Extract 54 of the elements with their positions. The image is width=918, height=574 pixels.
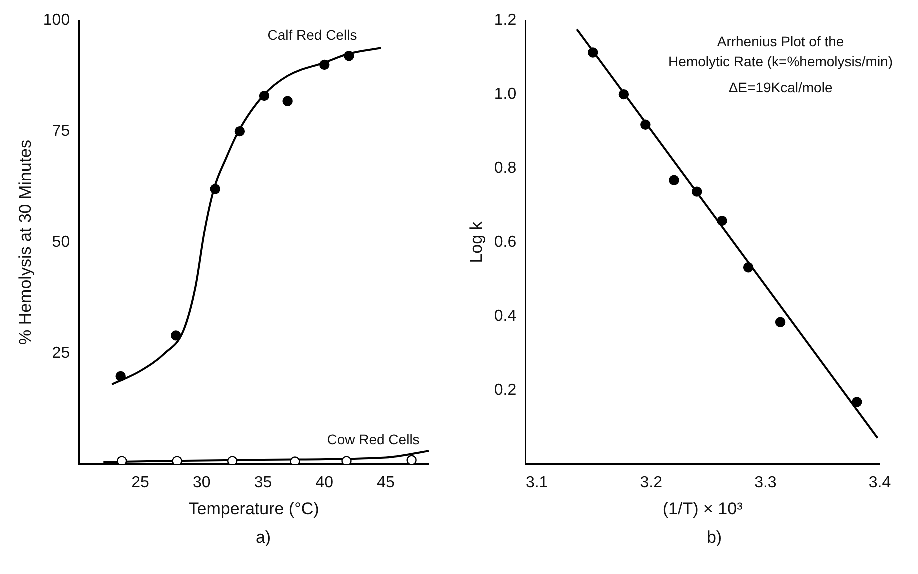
y-tick-label: 0.8 <box>494 160 517 177</box>
y-tick-label: 100 <box>43 12 70 30</box>
series-label: Cow Red Cells <box>327 431 420 448</box>
x-tick-label: 45 <box>377 474 396 492</box>
text: a) <box>254 528 272 548</box>
point <box>227 456 238 464</box>
x-tick-label: 3.1 <box>526 474 548 492</box>
point <box>259 90 270 102</box>
point <box>775 317 786 328</box>
point <box>116 456 128 464</box>
point <box>692 186 702 197</box>
y-tick-label: 50 <box>52 234 70 251</box>
y-tick-label: 0.2 <box>494 382 517 399</box>
point <box>234 126 246 137</box>
y-axis-title: % Hemolysis at 30 Minutes <box>16 140 35 346</box>
point <box>320 60 330 70</box>
x-tick-label: 3.2 <box>640 474 663 492</box>
x-axis-title: Temperature (°C) <box>188 499 320 518</box>
annotation: ΔE=19Kcal/mole <box>728 80 833 96</box>
point <box>852 397 862 408</box>
point <box>210 184 220 194</box>
point <box>743 262 754 273</box>
x-tick-label: 40 <box>316 474 334 492</box>
point <box>618 89 630 100</box>
point <box>588 48 598 58</box>
point <box>342 456 352 464</box>
x-tick-label: 3.3 <box>754 474 777 492</box>
point <box>717 216 728 226</box>
y-tick-label: 75 <box>52 122 70 140</box>
y-tick-label: 1.0 <box>494 86 517 103</box>
x-axis-title: (1/T) × 10³ <box>662 499 744 518</box>
series-label: Calf Red Cells <box>268 27 358 44</box>
y-tick-label: 0.6 <box>494 234 517 251</box>
y-tick-label: 1.2 <box>494 12 517 30</box>
y-tick-label: 0.4 <box>494 308 517 325</box>
point <box>116 371 126 382</box>
x-tick-label: 3.4 <box>868 474 892 492</box>
point <box>344 51 354 62</box>
x-tick-label: 25 <box>132 474 150 492</box>
y-axis-title: Log k <box>466 221 486 264</box>
point <box>640 120 651 130</box>
point <box>669 175 680 186</box>
annotation: Hemolytic Rate (k=%hemolysis/min) <box>668 54 894 70</box>
point <box>282 96 293 106</box>
annotation: Arrhenius Plot of the <box>717 34 844 50</box>
point <box>170 330 182 341</box>
point <box>172 456 182 464</box>
x-tick-label: 35 <box>254 474 272 492</box>
point <box>406 455 417 464</box>
y-tick-label: 25 <box>52 344 70 362</box>
x-tick-label: 30 <box>192 474 211 492</box>
point <box>290 456 300 464</box>
line-series <box>111 47 382 386</box>
text: b) <box>706 528 724 548</box>
